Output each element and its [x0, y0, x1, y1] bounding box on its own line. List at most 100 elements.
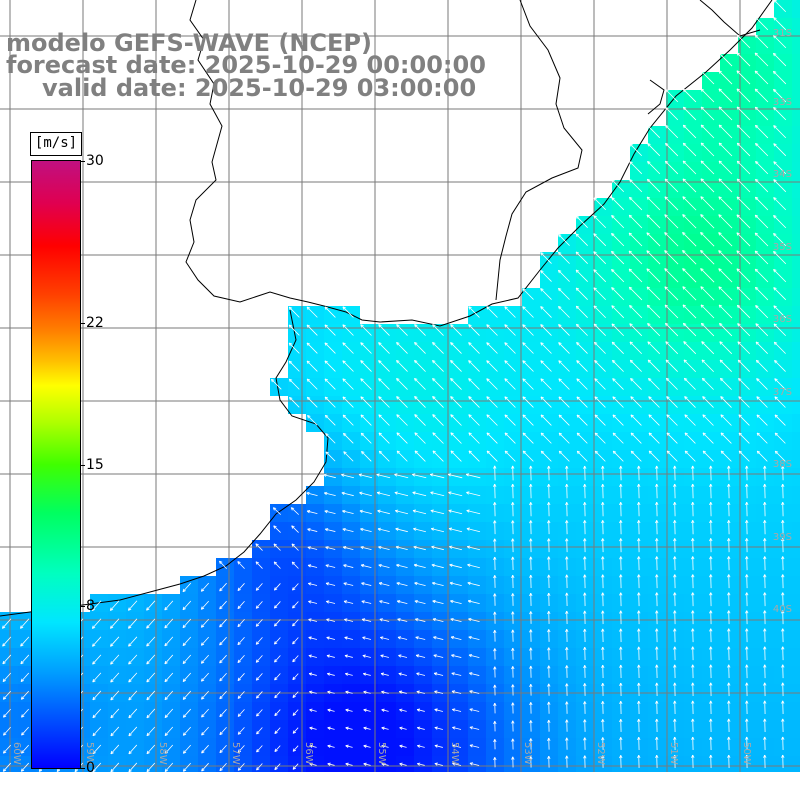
wind-arrow [612, 414, 624, 426]
wind-arrow [565, 502, 569, 517]
wind-arrow [719, 341, 733, 355]
wind-arrow [754, 70, 769, 85]
wind-arrow [691, 520, 695, 535]
wind-cell [342, 756, 360, 772]
wind-arrow [363, 762, 371, 766]
wind-cell [792, 468, 800, 486]
wind-arrow [673, 520, 677, 535]
wind-cell [792, 756, 800, 772]
lon-label: 50W [741, 742, 752, 765]
wind-arrow [683, 359, 696, 373]
wind-arrow [763, 502, 767, 517]
wind-arrow [629, 143, 643, 157]
wind-arrow [709, 736, 713, 751]
wind-arrow [565, 683, 569, 696]
wind-arrow [736, 34, 751, 49]
wind-arrow [736, 214, 751, 229]
wind-arrow [682, 250, 697, 265]
wind-cell [792, 162, 800, 180]
wind-arrow [20, 654, 30, 665]
wind-arrow [2, 762, 12, 772]
wind-cell [180, 756, 198, 772]
wind-arrow [309, 708, 317, 712]
wind-arrow [691, 574, 695, 589]
wind-arrow [378, 432, 390, 444]
wind-arrow [583, 592, 587, 607]
wind-arrow [306, 360, 318, 372]
wind-arrow [718, 250, 733, 265]
wind-arrow [219, 672, 227, 682]
wind-arrow [540, 252, 552, 264]
wind-arrow [700, 268, 715, 283]
wind-arrow [619, 646, 623, 661]
wind-arrow [399, 744, 407, 748]
wind-arrow [399, 726, 407, 730]
wind-arrow [612, 378, 624, 390]
wind-arrow [486, 306, 498, 318]
wind-arrow [583, 646, 587, 660]
wind-arrow [774, 359, 786, 372]
wind-arrow [727, 574, 731, 589]
wind-arrow [773, 232, 787, 247]
wind-arrow [593, 323, 606, 336]
wind-arrow [630, 414, 642, 426]
wind-arrow [448, 509, 463, 515]
wind-arrow [291, 543, 299, 551]
wind-arrow [92, 690, 102, 701]
wind-arrow [665, 341, 679, 355]
wind-arrow [164, 636, 174, 647]
wind-arrow [781, 610, 785, 625]
wind-arrow [628, 286, 643, 301]
colorbar-tick-mark [80, 768, 85, 769]
wind-arrow [450, 636, 462, 640]
wind-arrow [547, 520, 551, 535]
wind-arrow [745, 556, 749, 571]
wind-arrow [736, 160, 751, 175]
wind-arrow [91, 600, 102, 611]
wind-arrow [378, 360, 390, 372]
wind-arrow [219, 654, 227, 664]
wind-arrow [547, 665, 551, 678]
wind-cell [198, 756, 216, 772]
wind-arrow [504, 342, 516, 354]
wind-arrow [727, 592, 731, 607]
wind-arrow [682, 322, 697, 337]
wind-arrow [727, 646, 731, 661]
wind-arrow [647, 341, 661, 355]
wind-arrow [637, 646, 641, 661]
wind-arrow [611, 268, 625, 283]
wind-arrow [237, 637, 245, 646]
wind-arrow [558, 414, 570, 426]
wind-arrow [511, 593, 515, 606]
wind-arrow [540, 270, 552, 282]
wind-arrow [433, 636, 444, 640]
wind-arrow [576, 450, 588, 462]
wind-arrow [648, 432, 660, 444]
wind-arrow [452, 762, 462, 766]
wind-arrow [736, 142, 751, 157]
wind-arrow [255, 655, 263, 663]
wind-arrow [754, 268, 769, 283]
wind-arrow [745, 664, 749, 679]
wind-cell [792, 432, 800, 450]
wind-arrow [648, 377, 660, 390]
wind-arrow [414, 450, 426, 462]
wind-arrow [774, 414, 786, 426]
wind-arrow [92, 636, 102, 647]
wind-arrow [327, 762, 335, 766]
wind-arrow [727, 610, 731, 625]
wind-arrow [781, 465, 785, 481]
wind-arrow [128, 654, 138, 665]
wind-arrow [449, 545, 462, 551]
wind-arrow [575, 233, 588, 246]
wind-arrow [434, 708, 443, 712]
wind-arrow [362, 636, 372, 640]
wind-arrow [773, 17, 787, 31]
wind-arrow [773, 341, 786, 354]
wind-arrow [273, 525, 281, 533]
wind-arrow [378, 582, 390, 586]
wind-arrow [583, 701, 587, 714]
wind-arrow [468, 450, 480, 462]
wind-arrow [773, 161, 787, 175]
wind-arrow [504, 432, 516, 444]
